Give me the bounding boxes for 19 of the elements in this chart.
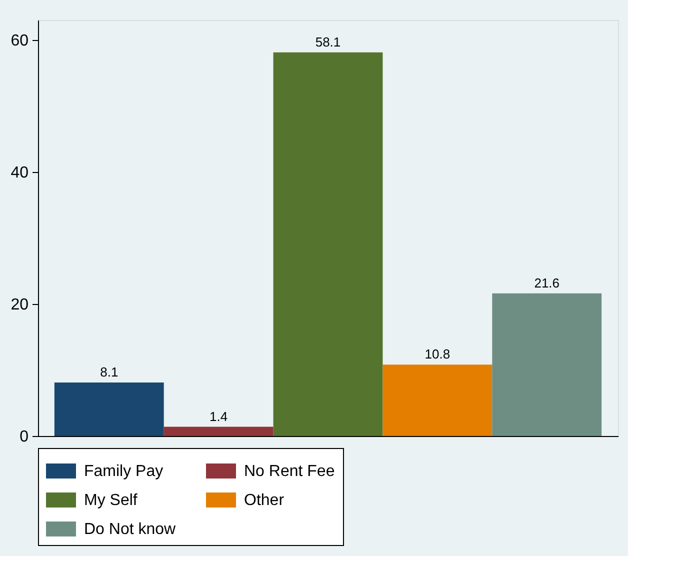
legend-label: My Self bbox=[84, 492, 138, 509]
legend-label: Family Pay bbox=[84, 463, 164, 480]
legend-label: Do Not know bbox=[84, 521, 176, 538]
y-tick-label: 60 bbox=[10, 32, 29, 50]
legend-label: Other bbox=[244, 492, 285, 509]
data-label: 21.6 bbox=[534, 275, 560, 290]
data-label: 1.4 bbox=[210, 408, 228, 424]
bar bbox=[54, 382, 164, 436]
bar bbox=[164, 426, 274, 436]
y-tick-label: 40 bbox=[10, 164, 29, 182]
legend-label: No Rent Fee bbox=[244, 463, 335, 480]
y-tick-label: 0 bbox=[20, 428, 29, 446]
bar bbox=[382, 364, 492, 436]
bar bbox=[273, 52, 383, 436]
bar bbox=[492, 293, 602, 436]
data-label: 58.1 bbox=[315, 34, 341, 50]
data-label: 8.1 bbox=[100, 364, 118, 380]
data-label: 10.8 bbox=[424, 346, 450, 362]
y-tick-label: 20 bbox=[10, 296, 29, 314]
